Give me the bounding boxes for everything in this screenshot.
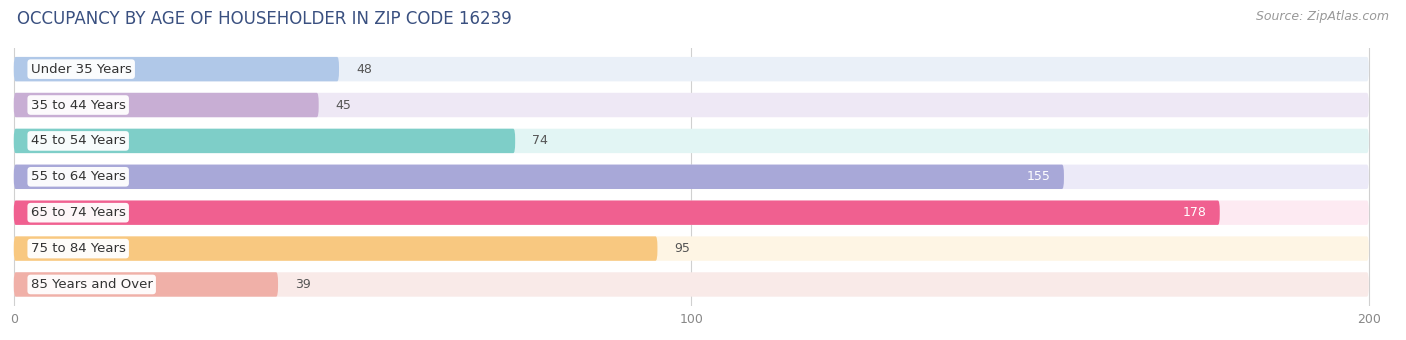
FancyBboxPatch shape bbox=[14, 93, 1369, 117]
Text: Under 35 Years: Under 35 Years bbox=[31, 63, 132, 75]
FancyBboxPatch shape bbox=[14, 201, 1220, 225]
Text: 35 to 44 Years: 35 to 44 Years bbox=[31, 99, 125, 112]
FancyBboxPatch shape bbox=[14, 272, 278, 297]
FancyBboxPatch shape bbox=[14, 236, 1369, 261]
Text: 75 to 84 Years: 75 to 84 Years bbox=[31, 242, 125, 255]
FancyBboxPatch shape bbox=[14, 165, 1369, 189]
FancyBboxPatch shape bbox=[14, 57, 339, 81]
Text: 39: 39 bbox=[295, 278, 311, 291]
Text: 45 to 54 Years: 45 to 54 Years bbox=[31, 134, 125, 148]
Text: Source: ZipAtlas.com: Source: ZipAtlas.com bbox=[1256, 10, 1389, 23]
Text: 65 to 74 Years: 65 to 74 Years bbox=[31, 206, 125, 219]
FancyBboxPatch shape bbox=[14, 93, 319, 117]
FancyBboxPatch shape bbox=[14, 201, 1369, 225]
Text: 55 to 64 Years: 55 to 64 Years bbox=[31, 170, 125, 183]
Text: 155: 155 bbox=[1026, 170, 1050, 183]
FancyBboxPatch shape bbox=[14, 272, 1369, 297]
FancyBboxPatch shape bbox=[14, 57, 1369, 81]
Text: OCCUPANCY BY AGE OF HOUSEHOLDER IN ZIP CODE 16239: OCCUPANCY BY AGE OF HOUSEHOLDER IN ZIP C… bbox=[17, 10, 512, 28]
Text: 74: 74 bbox=[531, 134, 548, 148]
Text: 45: 45 bbox=[336, 99, 352, 112]
Text: 95: 95 bbox=[675, 242, 690, 255]
FancyBboxPatch shape bbox=[14, 129, 1369, 153]
Text: 48: 48 bbox=[356, 63, 371, 75]
Text: 178: 178 bbox=[1182, 206, 1206, 219]
FancyBboxPatch shape bbox=[14, 236, 658, 261]
FancyBboxPatch shape bbox=[14, 165, 1064, 189]
FancyBboxPatch shape bbox=[14, 129, 515, 153]
Text: 85 Years and Over: 85 Years and Over bbox=[31, 278, 153, 291]
